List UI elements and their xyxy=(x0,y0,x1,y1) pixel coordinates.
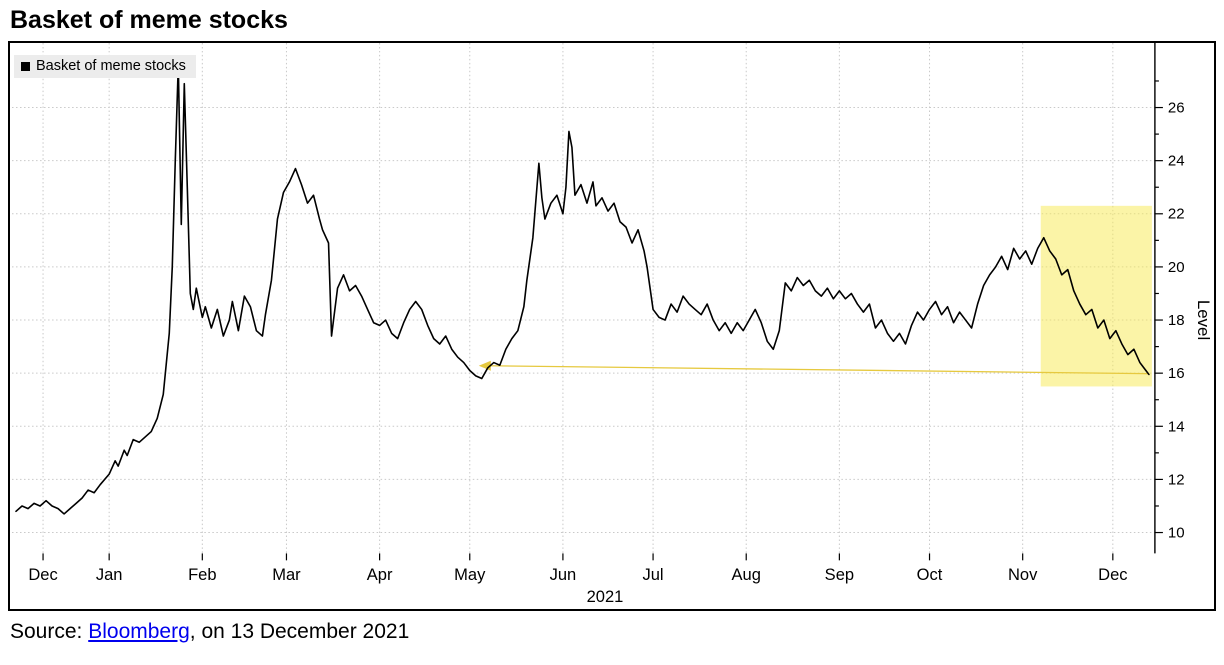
x-tick-label: Feb xyxy=(188,566,216,584)
annotation-arrow-line xyxy=(487,365,1149,375)
legend-label: Basket of meme stocks xyxy=(36,58,186,74)
x-tick-label: Dec xyxy=(28,566,57,584)
meme-stocks-chart: 10 12 14 16 18 20 22 24 26 Level Dec Jan Feb Mar Apr Ma… xyxy=(12,43,1213,606)
y-tick-label: 16 xyxy=(1168,365,1185,382)
x-tick-label: Sep xyxy=(825,566,854,584)
x-tick-label: Nov xyxy=(1008,566,1038,584)
y-tick-label: 10 xyxy=(1168,525,1185,542)
chart-frame: 10 12 14 16 18 20 22 24 26 Level Dec Jan Feb Mar Apr Ma… xyxy=(8,41,1216,611)
x-tick-label: Apr xyxy=(367,566,393,584)
x-tick-label: May xyxy=(454,566,486,584)
y-tick-label: 24 xyxy=(1168,153,1185,170)
legend: Basket of meme stocks xyxy=(14,55,196,79)
source-suffix: , on 13 December 2021 xyxy=(189,620,410,643)
page-title: Basket of meme stocks xyxy=(10,6,288,34)
y-tick-label: 20 xyxy=(1168,259,1185,276)
x-tick-label: Oct xyxy=(917,566,943,584)
x-tick-label: Jul xyxy=(643,566,664,584)
x-tick-label: Mar xyxy=(272,566,301,584)
x-tick-label: Jun xyxy=(550,566,577,584)
y-tick-label: 26 xyxy=(1168,100,1185,117)
y-axis-title: Level xyxy=(1194,300,1213,340)
x-tick-label: Jan xyxy=(96,566,123,584)
y-tick-label: 22 xyxy=(1168,206,1185,223)
source-prefix: Source: xyxy=(10,620,89,643)
x-tick-label: Aug xyxy=(732,566,761,584)
source-link[interactable]: Bloomberg xyxy=(88,620,190,643)
highlight-region xyxy=(1040,205,1152,387)
legend-marker-icon xyxy=(21,62,30,72)
x-tick-label: Dec xyxy=(1098,566,1127,584)
y-tick-label: 14 xyxy=(1168,418,1185,435)
y-tick-label: 12 xyxy=(1168,471,1185,488)
series-line xyxy=(15,64,1150,515)
x-axis-year-label: 2021 xyxy=(587,588,624,606)
y-tick-label: 18 xyxy=(1168,312,1185,329)
source-line: Source: Bloomberg, on 13 December 2021 xyxy=(0,611,1224,644)
